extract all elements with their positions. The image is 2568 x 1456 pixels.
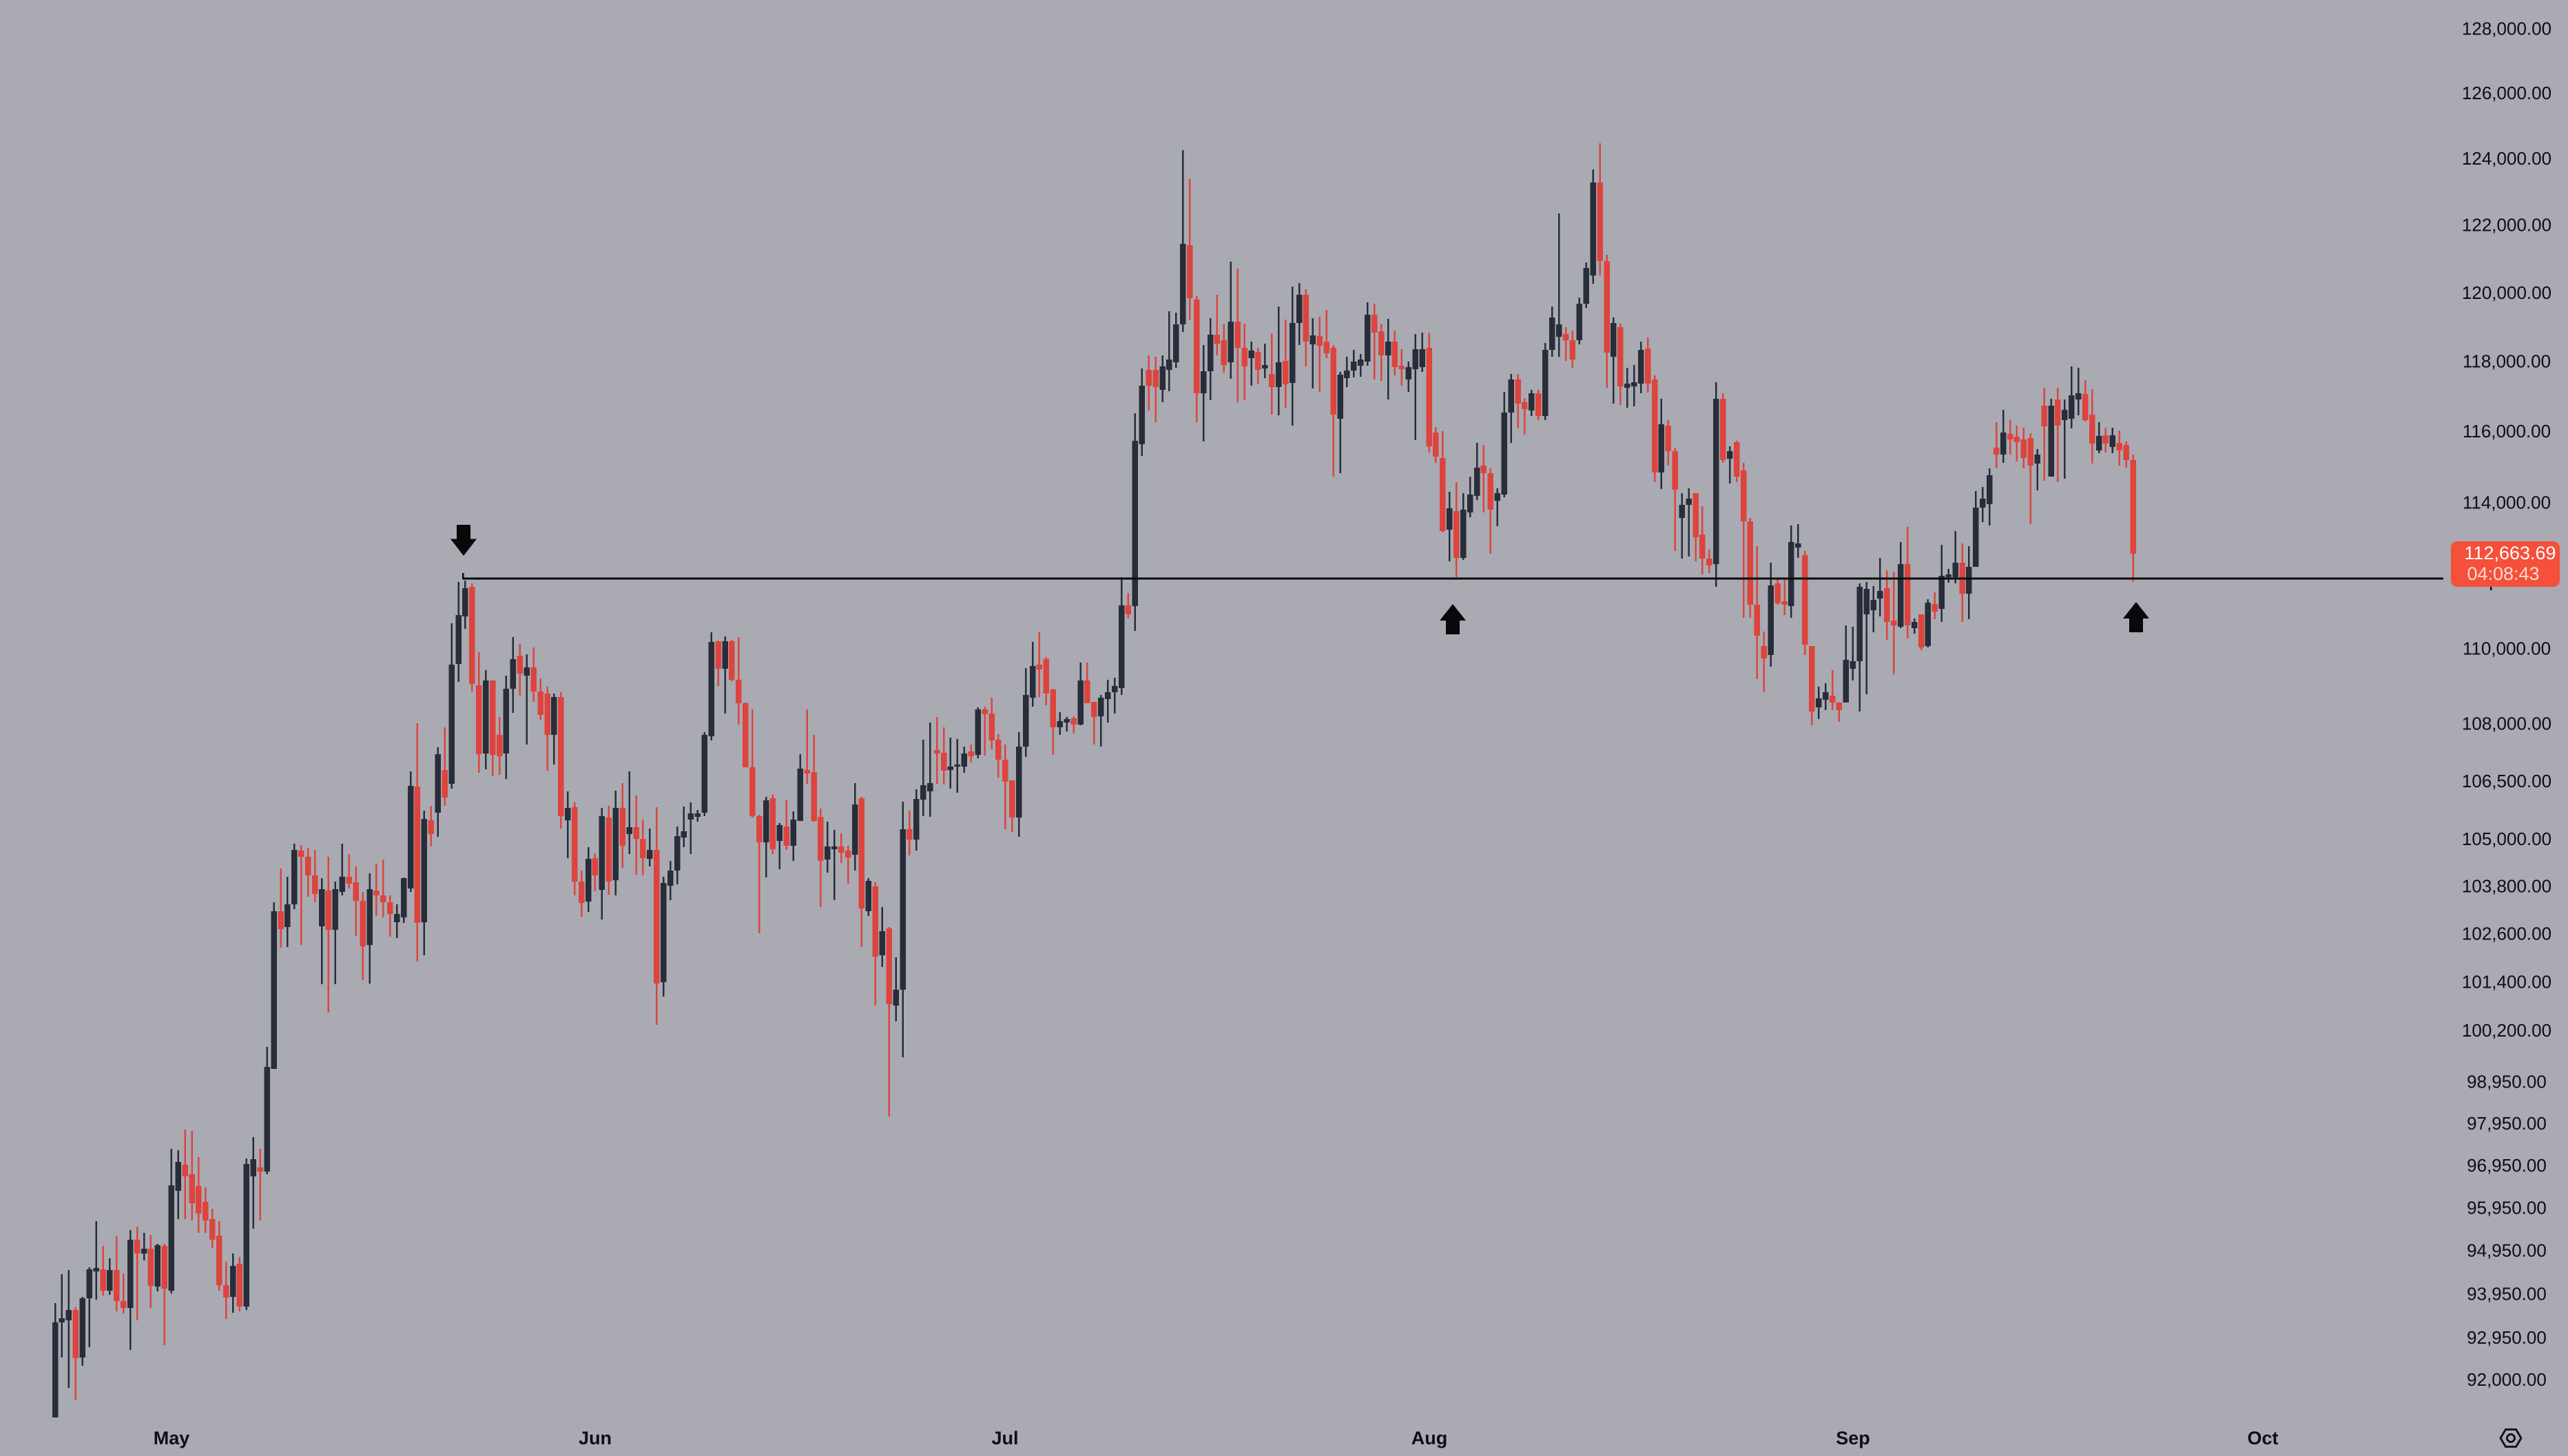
svg-text:Sep: Sep [1836, 1428, 1870, 1448]
svg-text:122,000.00: 122,000.00 [2462, 215, 2551, 236]
svg-text:100,200.00: 100,200.00 [2462, 1020, 2551, 1041]
svg-text:124,000.00: 124,000.00 [2462, 148, 2551, 169]
svg-text:128,000.00: 128,000.00 [2462, 19, 2551, 39]
svg-text:112,663.69: 112,663.69 [2464, 543, 2556, 563]
svg-text:May: May [154, 1428, 190, 1448]
svg-text:101,400.00: 101,400.00 [2462, 971, 2551, 992]
svg-text:105,000.00: 105,000.00 [2462, 829, 2551, 849]
svg-text:93,950.00: 93,950.00 [2467, 1284, 2547, 1304]
svg-text:102,600.00: 102,600.00 [2462, 923, 2551, 944]
svg-text:118,000.00: 118,000.00 [2463, 351, 2551, 372]
svg-text:94,950.00: 94,950.00 [2467, 1240, 2547, 1261]
svg-text:126,000.00: 126,000.00 [2462, 83, 2551, 103]
svg-text:116,000.00: 116,000.00 [2463, 421, 2551, 441]
svg-text:110,000.00: 110,000.00 [2463, 638, 2551, 659]
svg-text:97,950.00: 97,950.00 [2467, 1113, 2547, 1134]
svg-text:92,950.00: 92,950.00 [2467, 1327, 2547, 1348]
svg-text:92,000.00: 92,000.00 [2467, 1369, 2547, 1390]
svg-text:96,950.00: 96,950.00 [2467, 1155, 2547, 1176]
svg-text:Oct: Oct [2247, 1428, 2278, 1448]
svg-text:Jul: Jul [991, 1428, 1018, 1448]
svg-text:106,500.00: 106,500.00 [2462, 771, 2551, 791]
svg-text:98,950.00: 98,950.00 [2467, 1072, 2547, 1092]
svg-text:120,000.00: 120,000.00 [2462, 282, 2551, 303]
svg-text:Jun: Jun [579, 1428, 612, 1448]
svg-text:Aug: Aug [1411, 1428, 1447, 1448]
svg-text:95,950.00: 95,950.00 [2467, 1197, 2547, 1218]
svg-text:108,000.00: 108,000.00 [2462, 714, 2551, 734]
svg-text:114,000.00: 114,000.00 [2463, 492, 2551, 513]
svg-text:04:08:43: 04:08:43 [2467, 563, 2539, 584]
svg-text:103,800.00: 103,800.00 [2462, 875, 2551, 896]
